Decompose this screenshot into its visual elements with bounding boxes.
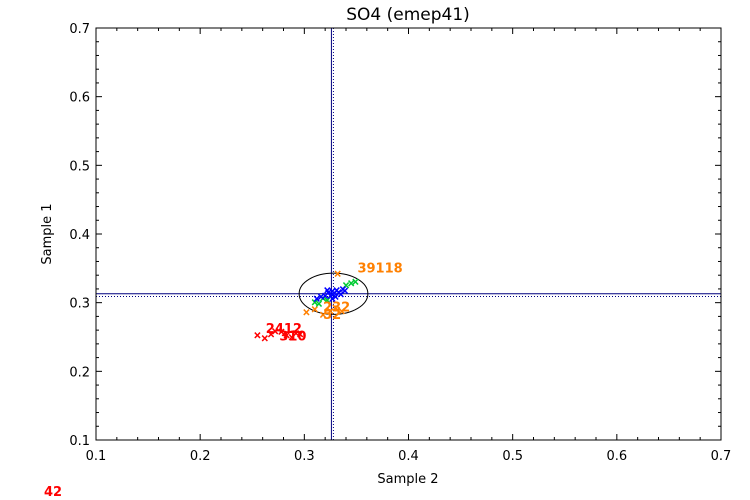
point-annotation: 232 [323,301,350,316]
y-tick-label: 0.1 [69,434,90,449]
chart-title: SO4 (emep41) [346,5,470,25]
data-point: × [271,325,279,340]
data-point: × [321,289,329,304]
y-tick-label: 0.3 [69,297,90,312]
data-point: × [323,294,331,309]
data-point: × [317,290,325,305]
data-point: × [303,305,311,320]
data-point: × [341,284,349,299]
y-tick-label: 0.7 [69,22,90,37]
data-point: × [323,283,331,298]
x-tick-label: 0.6 [606,449,627,464]
data-point: × [338,305,346,320]
y-tick-label: 0.2 [69,365,90,380]
data-point: × [254,329,262,344]
x-tick-label: 0.3 [294,449,315,464]
reference-lines [96,28,721,440]
data-point: × [342,279,350,294]
data-point: × [313,292,321,307]
data-point: × [267,327,275,342]
data-marks: × ××××××××× × × ××××××××××××××××××××××××× × [254,267,360,347]
point-annotation: 39118 [357,261,402,276]
footer-note: 42 [44,485,62,500]
data-point: × [283,329,291,344]
data-point: × [311,296,319,311]
data-point: × [326,305,334,320]
data-point: × [334,267,342,282]
data-point: × [324,286,332,301]
data-point: × [331,287,339,302]
data-point: × [326,289,334,304]
data-point: × [288,331,296,346]
data-point: × [333,283,341,298]
y-tick-label: 0.4 [69,228,90,243]
x-tick-label: 0.5 [502,449,523,464]
data-point: × [329,285,337,300]
data-point: × [292,327,300,342]
x-tick-label: 0.7 [711,449,732,464]
x-axis-label: Sample 2 [377,472,438,487]
data-point: × [332,301,340,316]
x-tick-label: 0.4 [398,449,419,464]
data-point: × [335,285,343,300]
data-point: × [332,290,340,305]
data-point: × [337,287,345,302]
y-axis-label: Sample 1 [40,203,55,264]
x-tick-label: 0.1 [86,449,107,464]
data-point: × [319,292,327,307]
data-point: × [315,297,323,312]
confidence-ellipse [298,272,369,315]
data-point: × [319,308,327,323]
axis-ticks: 0.1 0.2 0.3 0.4 0.5 0.6 0.7 0.1 0.2 0.3 0.4 0.5 0.6 0… [69,22,731,464]
data-point: × [339,283,347,298]
y-tick-label: 0.5 [69,159,90,174]
data-point: × [329,292,337,307]
point-annotation: 2412 [266,322,302,337]
point-annotation: 52 [323,308,341,323]
data-point: × [278,325,286,340]
data-point: × [347,276,355,291]
data-point: × [351,275,359,290]
data-point: × [311,303,319,318]
y-tick-label: 0.6 [69,91,90,106]
point-annotation: 310 [279,329,306,344]
data-point: × [261,331,269,346]
data-point: × [296,327,304,342]
x-tick-label: 0.2 [190,449,211,464]
